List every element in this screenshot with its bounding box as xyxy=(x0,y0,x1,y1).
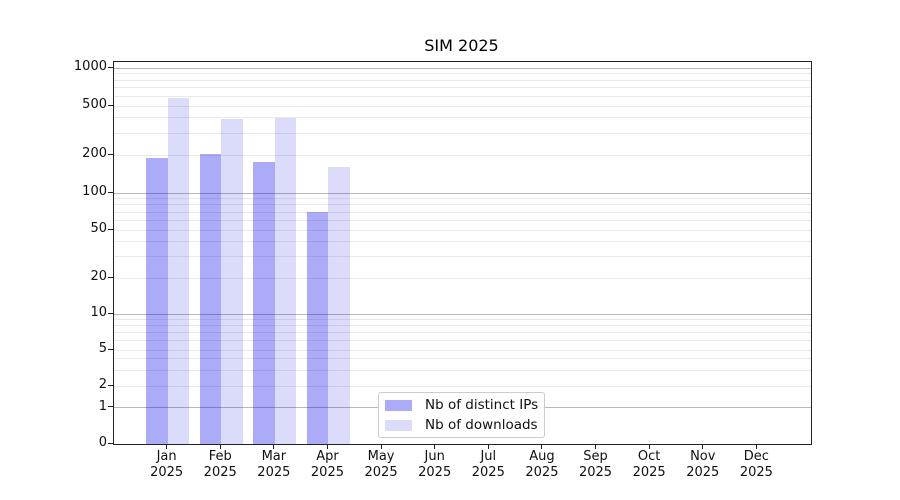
y-tick-mark-1 xyxy=(108,406,113,407)
bar-ips-apr xyxy=(306,212,329,444)
legend-swatch-distinct-ips xyxy=(385,399,412,411)
legend-label-distinct-ips: Nb of distinct IPs xyxy=(425,397,539,413)
legend-item-distinct-ips: Nb of distinct IPs xyxy=(379,395,544,415)
x-tick-mark-dec xyxy=(755,444,757,449)
bar-downloads-jan xyxy=(167,97,190,444)
y-tick-mark-200 xyxy=(108,153,113,155)
legend-item-downloads: Nb of downloads xyxy=(379,415,544,435)
x-tick-label-jan: Jan 2025 xyxy=(150,449,184,480)
y-tick-label-500: 500 xyxy=(82,97,107,112)
x-tick-mark-may xyxy=(380,444,382,449)
bar-ips-feb xyxy=(199,153,222,444)
x-tick-mark-oct xyxy=(648,444,650,449)
gridline-y-6 xyxy=(114,340,811,342)
gridline-y-4 xyxy=(114,358,811,360)
x-tick-label-sep: Sep 2025 xyxy=(578,449,613,480)
y-tick-label-0: 0 xyxy=(98,435,107,450)
gridline-y-1000 xyxy=(114,67,811,69)
y-tick-mark-2 xyxy=(108,384,113,386)
y-tick-mark-500 xyxy=(108,104,113,106)
bar-downloads-mar xyxy=(274,117,297,444)
gridline-y-2 xyxy=(114,385,811,387)
y-tick-mark-5 xyxy=(108,348,113,350)
x-tick-mark-nov xyxy=(702,444,704,449)
y-tick-label-5: 5 xyxy=(98,341,107,356)
gridline-y-8 xyxy=(114,325,811,327)
y-tick-mark-100 xyxy=(108,191,113,193)
y-tick-label-20: 20 xyxy=(90,269,107,284)
gridline-y-900 xyxy=(114,73,811,75)
y-tick-mark-0 xyxy=(108,442,113,444)
gridline-y-500 xyxy=(114,105,811,107)
x-tick-label-mar: Mar 2025 xyxy=(257,449,291,480)
x-tick-label-jun: Jun 2025 xyxy=(418,449,452,480)
x-tick-mark-jul xyxy=(487,444,489,449)
y-tick-mark-1000 xyxy=(108,66,113,68)
y-tick-mark-10 xyxy=(108,312,113,314)
gridline-y-40 xyxy=(114,241,811,243)
gridline-y-300 xyxy=(114,132,811,134)
gridline-y-5 xyxy=(114,349,811,351)
y-tick-label-1000: 1000 xyxy=(73,59,107,74)
gridline-y-30 xyxy=(114,256,811,258)
gridline-y-20 xyxy=(114,277,811,279)
gridline-y-3 xyxy=(114,369,811,371)
gridline-y-50 xyxy=(114,229,811,231)
x-tick-label-aug: Aug 2025 xyxy=(525,449,559,480)
x-tick-label-feb: Feb 2025 xyxy=(203,449,237,480)
gridline-y-200 xyxy=(114,154,811,156)
x-tick-mark-jun xyxy=(434,444,436,449)
y-tick-label-10: 10 xyxy=(90,305,107,320)
x-tick-mark-feb xyxy=(219,444,221,449)
gridline-y-100 xyxy=(114,192,811,194)
x-tick-label-jul: Jul 2025 xyxy=(471,449,505,480)
bar-downloads-apr xyxy=(328,167,350,444)
x-tick-mark-sep xyxy=(595,444,597,449)
x-tick-label-apr: Apr 2025 xyxy=(310,449,344,480)
x-tick-label-nov: Nov 2025 xyxy=(686,449,720,480)
y-tick-label-2: 2 xyxy=(98,377,107,392)
x-tick-mark-apr xyxy=(326,444,328,449)
gridline-y-400 xyxy=(114,117,811,119)
legend-label-downloads: Nb of downloads xyxy=(425,417,538,433)
x-tick-label-dec: Dec 2025 xyxy=(739,449,773,480)
gridline-y-700 xyxy=(114,87,811,89)
y-tick-label-200: 200 xyxy=(82,146,107,161)
plot-area xyxy=(113,61,812,445)
bar-ips-jan xyxy=(146,157,168,444)
y-tick-label-50: 50 xyxy=(90,221,107,236)
gridline-y-90 xyxy=(114,198,811,200)
y-tick-label-1: 1 xyxy=(98,398,107,414)
y-tick-mark-50 xyxy=(108,228,113,230)
bar-ips-mar xyxy=(253,161,275,444)
x-tick-mark-aug xyxy=(541,444,543,449)
x-tick-label-may: May 2025 xyxy=(364,449,398,480)
gridline-y-800 xyxy=(114,79,811,81)
gridline-y-10 xyxy=(114,313,811,315)
x-tick-label-oct: Oct 2025 xyxy=(632,449,666,480)
gridline-y-80 xyxy=(114,204,811,206)
legend: Nb of distinct IPs Nb of downloads xyxy=(378,392,545,438)
x-tick-mark-mar xyxy=(273,444,275,449)
gridline-y-9 xyxy=(114,318,811,320)
bar-downloads-feb xyxy=(221,119,243,444)
chart-title: SIM 2025 xyxy=(424,36,499,55)
gridline-y-600 xyxy=(114,95,811,97)
y-tick-mark-20 xyxy=(108,276,113,278)
gridline-y-7 xyxy=(114,332,811,334)
x-tick-mark-jan xyxy=(166,444,168,449)
y-tick-label-100: 100 xyxy=(82,184,107,199)
gridline-y-70 xyxy=(114,211,811,213)
gridline-y-60 xyxy=(114,219,811,221)
legend-swatch-downloads xyxy=(385,419,412,431)
